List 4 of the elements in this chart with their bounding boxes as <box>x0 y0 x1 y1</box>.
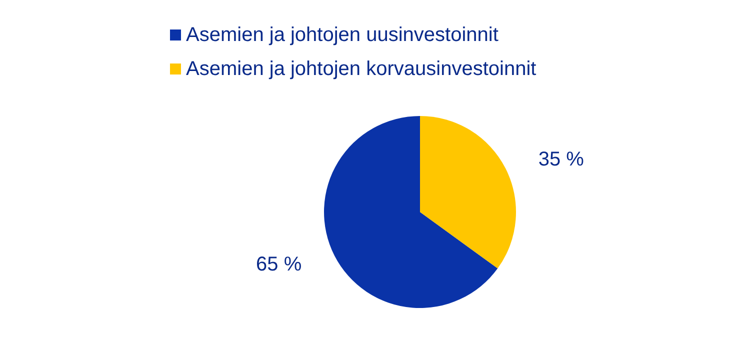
legend-label: Asemien ja johtojen uusinvestoinnit <box>186 24 499 46</box>
legend-label: Asemien ja johtojen korvausinvestoinnit <box>186 58 537 80</box>
data-label: 65 % <box>256 254 302 276</box>
data-label: 35 % <box>538 148 584 170</box>
